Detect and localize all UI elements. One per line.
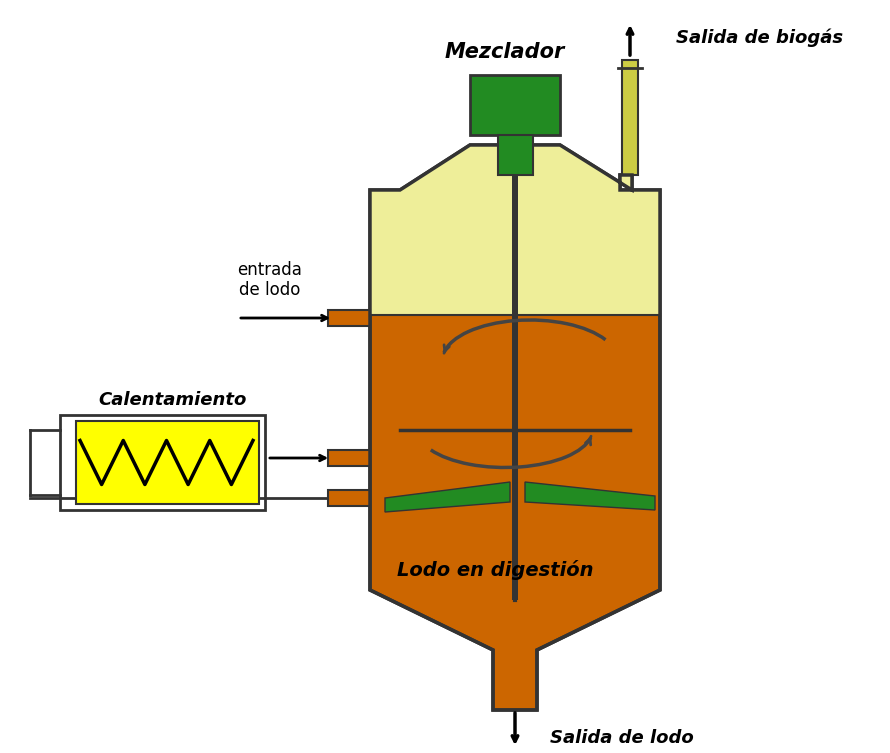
Bar <box>60 415 265 510</box>
Text: Salida de lodo: Salida de lodo <box>550 729 693 747</box>
Text: Calentamiento: Calentamiento <box>98 391 247 409</box>
Polygon shape <box>370 145 660 710</box>
Text: entrada
de lodo: entrada de lodo <box>238 261 303 300</box>
Bar <box>622 60 638 175</box>
Polygon shape <box>385 482 510 512</box>
Polygon shape <box>370 145 660 315</box>
Polygon shape <box>525 482 655 510</box>
Bar <box>498 135 532 175</box>
Bar <box>328 490 370 506</box>
Bar <box>76 421 259 504</box>
Bar <box>328 450 370 466</box>
Bar <box>328 310 370 326</box>
Text: Lodo en digestión: Lodo en digestión <box>397 560 594 580</box>
Text: Mezclador: Mezclador <box>445 42 565 62</box>
Bar <box>470 75 560 135</box>
Bar <box>512 175 518 600</box>
Text: Salida de biogás: Salida de biogás <box>676 29 844 47</box>
